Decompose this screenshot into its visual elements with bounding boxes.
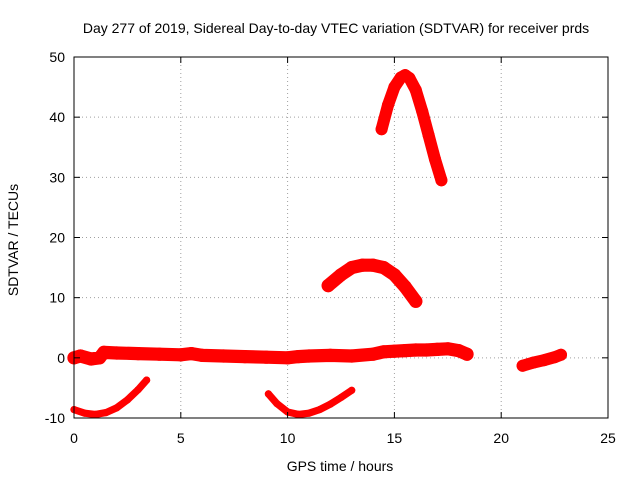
data-point [355,258,369,272]
data-point [537,354,550,367]
data-point [259,350,273,364]
x-tick-label: 0 [70,430,78,446]
data-point [377,345,391,359]
data-point [294,410,302,418]
data-point [264,390,272,398]
y-tick-label: -10 [45,410,65,426]
data-point [375,123,388,136]
data-point [366,347,380,361]
y-tick-label: 50 [49,49,65,65]
data-point [337,393,345,402]
data-point [143,376,151,384]
data-point [345,349,359,363]
data-point [334,268,348,282]
data-point [323,348,337,362]
data-point [81,409,89,417]
data-point [555,348,567,361]
data-point [460,347,474,361]
chart-title: Day 277 of 2019, Sidereal Day-to-day VTE… [83,20,589,36]
x-tick-label: 20 [493,430,509,446]
data-point [134,386,142,394]
data-point [387,344,401,358]
y-tick-label: 0 [57,350,65,366]
data-point [216,349,231,363]
data-point [416,105,429,118]
series-line-arc-early-negative [70,376,151,418]
x-tick-label: 10 [280,430,296,446]
data-point [131,347,145,361]
x-tick-label: 25 [600,430,616,446]
data-point [110,346,124,360]
series-layer [67,69,567,418]
data-point [281,351,295,365]
data-point [113,404,121,412]
data-point [195,348,209,362]
y-tick-label: 40 [49,109,65,125]
data-point [516,359,529,372]
x-tick-label: 15 [387,430,403,446]
x-tick-label: 5 [177,430,185,446]
data-point [102,409,110,417]
data-point [345,261,359,275]
data-point [409,84,422,97]
data-point [435,174,448,187]
data-point [326,400,334,408]
data-point [377,261,391,275]
y-tick-label: 20 [49,230,65,246]
data-point [152,347,166,361]
data-point [398,280,412,294]
data-point [91,410,99,418]
ticks: 0 5 10 15 20 25 -10 0 10 20 30 40 50 [45,49,616,446]
data-point [273,400,281,408]
data-point [409,343,423,357]
data-point [419,343,433,357]
data-point [123,396,131,404]
y-tick-label: 10 [49,290,65,306]
data-point [348,386,356,394]
data-point [382,99,394,112]
data-point [441,342,455,356]
data-point [73,349,87,363]
data-point [97,345,111,359]
x-axis-label: GPS time / hours [287,458,394,474]
data-point [174,348,188,362]
data-point [388,81,401,94]
data-point [302,349,316,363]
y-axis-label: SDTVAR / TECUs [5,184,21,296]
y-tick-label: 30 [49,169,65,185]
data-point [291,350,305,364]
data-point [316,406,324,414]
data-point [527,356,540,369]
data-point [184,347,199,361]
data-point [398,344,412,358]
data-point [305,409,313,417]
data-point [429,153,441,166]
data-point [387,268,401,282]
data-point [409,294,423,308]
data-point [422,129,435,142]
data-point [321,279,335,293]
data-point [403,72,416,85]
data-point [430,342,444,356]
data-point [366,258,380,272]
data-point [238,350,252,364]
